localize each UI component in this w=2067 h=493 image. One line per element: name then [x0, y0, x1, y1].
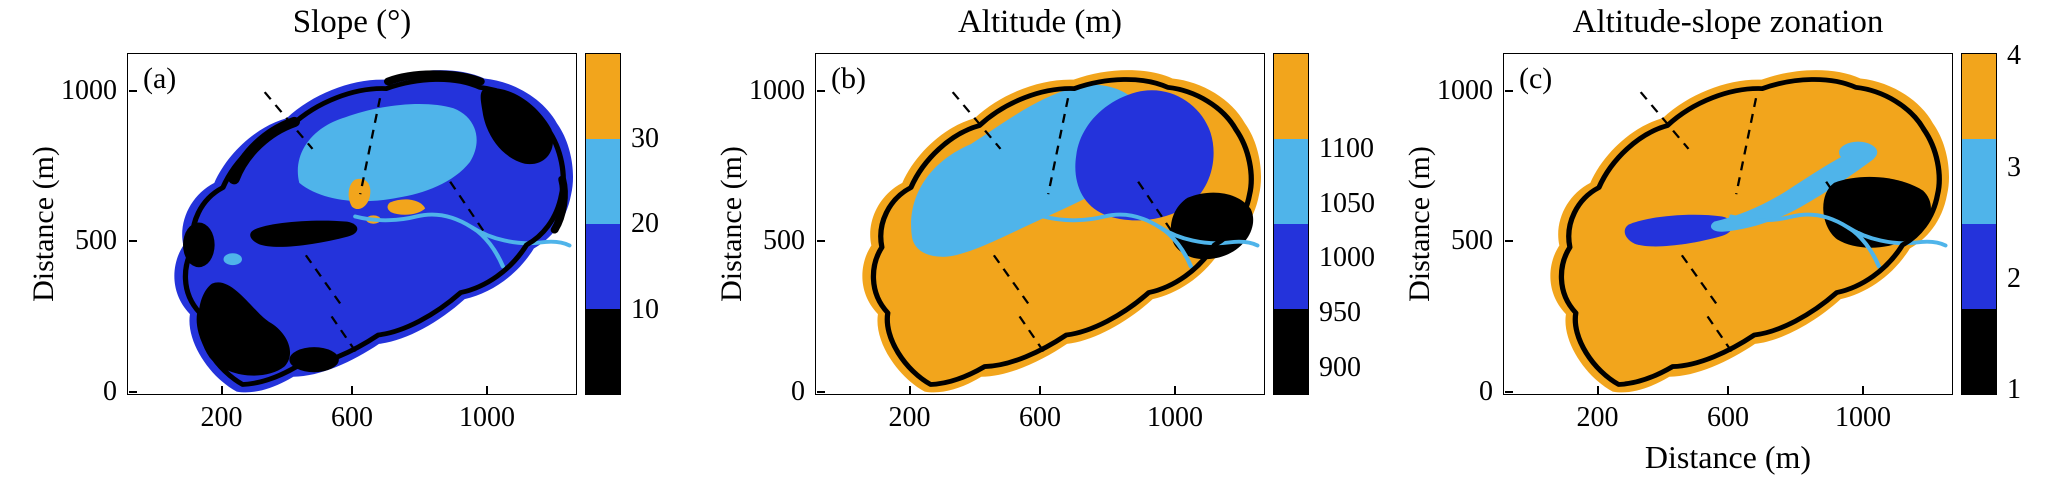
panel-c-cbar-tick-2: 2: [2007, 262, 2021, 294]
panel-c-xtick-600: 600: [1707, 402, 1749, 433]
panel-a-xtick-200: 200: [200, 402, 243, 433]
panel-c-ytick-1000: 1000: [1437, 74, 1493, 106]
slope-map: [174, 70, 574, 393]
panel-a-cbar-tick-10: 10: [631, 293, 659, 325]
panel-c-xlabel: Distance (m): [1644, 439, 1812, 475]
panel-c-colorbar: [1961, 53, 1997, 395]
panel-b-cbar-tick-1050: 1050: [1319, 187, 1375, 219]
altitude-map: [862, 70, 1262, 393]
panel-a-ylabel: Distance (m): [27, 146, 60, 302]
panel-b-cbar-tick-1100: 1100: [1319, 132, 1374, 164]
colorbar-segment-black: [1274, 309, 1308, 394]
panel-a-xtick-600: 600: [331, 402, 373, 433]
panel-c-cbar-tick-3: 3: [2007, 151, 2021, 183]
colorbar-segment-lightblue: [1962, 139, 1996, 224]
panel-a-colorbar: [585, 53, 621, 395]
panel-b-ytick-0: 0: [791, 375, 805, 407]
panel-a-plot: [127, 53, 577, 395]
axis-tick: [908, 386, 911, 394]
panel-b-cbar-tick-1000: 1000: [1319, 242, 1375, 274]
colorbar-segment-orange: [1274, 54, 1308, 139]
panel-a-cbar-tick-20: 20: [631, 208, 659, 239]
panel-c-ytick-0: 0: [1479, 375, 1493, 407]
panel-c-plot: [1503, 53, 1953, 395]
panel-a-ytick-0: 0: [103, 375, 117, 407]
panel-c-cbar-tick-1: 1: [2007, 373, 2021, 405]
panel-b-letter: (b): [831, 62, 866, 95]
panel-b-xtick-600: 600: [1019, 402, 1061, 433]
colorbar-segment-black: [1962, 309, 1996, 394]
panel-b-cbar-tick-900: 900: [1319, 351, 1361, 383]
panel-b-ylabel: Distance (m): [715, 146, 748, 302]
axis-tick: [128, 240, 137, 243]
axis-tick: [486, 386, 488, 394]
axis-tick: [816, 240, 825, 243]
panel-b-ytick-500: 500: [763, 225, 805, 257]
panel-a-letter: (a): [143, 62, 177, 95]
axis-tick: [1596, 386, 1599, 394]
panel-a-xtick-1000: 1000: [459, 402, 515, 433]
panel-c-xtick-1000: 1000: [1835, 402, 1891, 433]
slope-20-30-zone: [223, 103, 477, 266]
panel-a-ytick-500: 500: [75, 225, 117, 257]
panel-c-ytick-500: 500: [1451, 225, 1493, 257]
axis-tick: [128, 89, 137, 92]
axis-tick: [1174, 386, 1176, 394]
panel-a-cbar-tick-30: 30: [631, 122, 659, 154]
altitude-950-1000-zone: [1075, 90, 1214, 221]
zonation-zone-2: [1624, 214, 1733, 247]
panel-a-title: Slope (°): [292, 4, 412, 40]
panel-b-xtick-1000: 1000: [1147, 402, 1203, 433]
axis-tick: [816, 390, 825, 393]
colorbar-segment-orange: [1962, 54, 1996, 139]
axis-tick: [816, 89, 825, 92]
axis-tick: [1504, 390, 1513, 393]
axis-tick: [220, 386, 223, 394]
panel-b-plot: [815, 53, 1265, 395]
colorbar-segment-blue: [1962, 224, 1996, 309]
colorbar-segment-black: [586, 309, 620, 394]
colorbar-segment-orange: [586, 54, 620, 139]
panel-a-ytick-1000: 1000: [61, 74, 117, 106]
panel-c-title: Altitude-slope zonation: [1572, 4, 1884, 40]
axis-tick: [1862, 386, 1864, 394]
panel-c-ylabel: Distance (m): [1403, 146, 1436, 302]
axis-tick: [351, 386, 353, 394]
colorbar-segment-lightblue: [1274, 139, 1308, 224]
axis-tick: [128, 390, 137, 393]
panel-c-xtick-200: 200: [1576, 402, 1619, 433]
panel-b-cbar-tick-950: 950: [1319, 296, 1361, 328]
panel-c-letter: (c): [1519, 62, 1553, 95]
colorbar-segment-lightblue: [586, 139, 620, 224]
axis-tick: [1039, 386, 1041, 394]
panel-b-ytick-1000: 1000: [749, 74, 805, 106]
axis-tick: [1727, 386, 1729, 394]
axis-tick: [1504, 240, 1513, 243]
panel-b-colorbar: [1273, 53, 1309, 395]
colorbar-segment-blue: [1274, 224, 1308, 309]
panel-c-cbar-tick-4: 4: [2007, 40, 2021, 72]
axis-tick: [1504, 89, 1513, 92]
zonation-zone-3: [1710, 141, 1878, 232]
panel-b-xtick-200: 200: [888, 402, 931, 433]
zonation-map: [1550, 70, 1950, 393]
panel-b-title: Altitude (m): [957, 4, 1123, 40]
colorbar-segment-blue: [586, 224, 620, 309]
